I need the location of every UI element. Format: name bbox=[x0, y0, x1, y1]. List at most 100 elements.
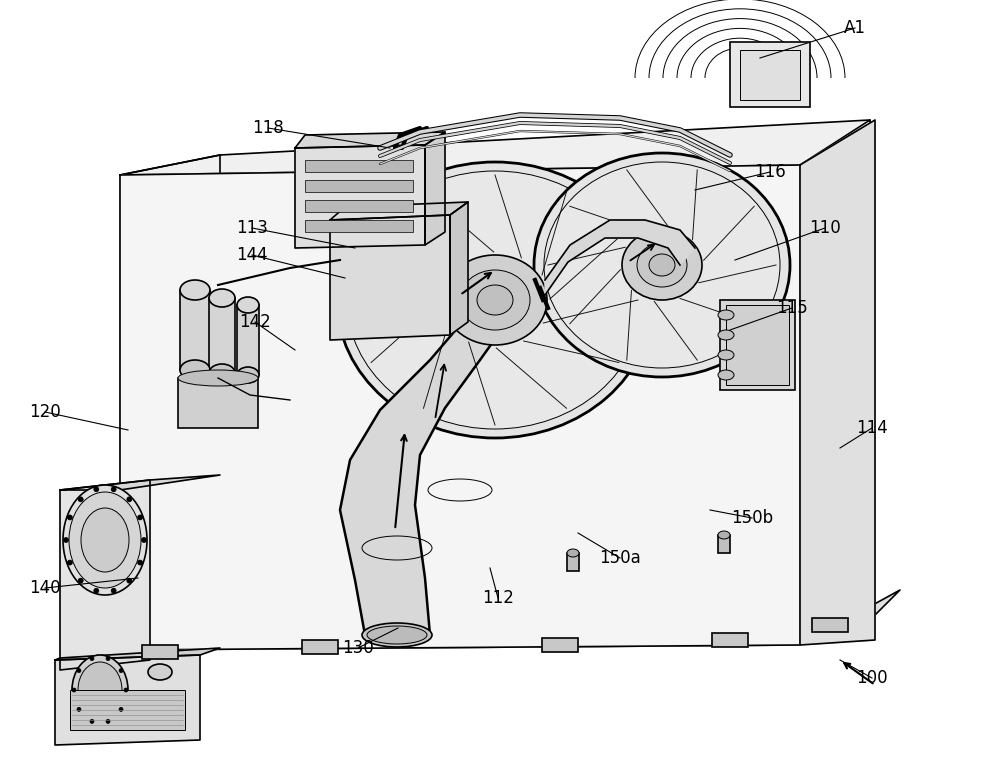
Text: A1: A1 bbox=[844, 19, 866, 37]
Polygon shape bbox=[55, 648, 220, 660]
Ellipse shape bbox=[460, 270, 530, 330]
Ellipse shape bbox=[81, 508, 129, 572]
Circle shape bbox=[138, 560, 143, 565]
Ellipse shape bbox=[180, 360, 210, 380]
Polygon shape bbox=[800, 120, 875, 645]
Circle shape bbox=[64, 537, 68, 543]
Polygon shape bbox=[800, 120, 870, 645]
Circle shape bbox=[77, 668, 81, 672]
Circle shape bbox=[90, 719, 94, 723]
Bar bbox=[305, 180, 413, 192]
Circle shape bbox=[67, 560, 72, 565]
Polygon shape bbox=[295, 145, 425, 248]
Ellipse shape bbox=[72, 655, 128, 725]
Text: 130: 130 bbox=[342, 639, 374, 657]
Ellipse shape bbox=[544, 162, 780, 368]
Bar bbox=[542, 638, 578, 652]
Ellipse shape bbox=[534, 153, 790, 377]
Ellipse shape bbox=[347, 171, 643, 429]
Circle shape bbox=[111, 588, 116, 593]
Ellipse shape bbox=[178, 370, 258, 386]
Ellipse shape bbox=[622, 230, 702, 300]
Ellipse shape bbox=[209, 364, 235, 382]
Text: 144: 144 bbox=[236, 246, 268, 264]
Ellipse shape bbox=[718, 350, 734, 360]
Text: 140: 140 bbox=[29, 579, 61, 597]
Ellipse shape bbox=[180, 280, 210, 300]
Text: 142: 142 bbox=[239, 313, 271, 331]
Polygon shape bbox=[120, 165, 800, 650]
Text: 112: 112 bbox=[482, 589, 514, 607]
Polygon shape bbox=[330, 202, 468, 220]
Bar bbox=[730, 42, 810, 107]
Bar bbox=[305, 160, 413, 172]
Ellipse shape bbox=[63, 485, 147, 595]
Polygon shape bbox=[295, 132, 445, 148]
Polygon shape bbox=[330, 215, 450, 340]
Polygon shape bbox=[90, 590, 900, 685]
Text: 150a: 150a bbox=[599, 549, 641, 567]
Text: 115: 115 bbox=[776, 299, 808, 317]
Ellipse shape bbox=[148, 664, 172, 680]
Polygon shape bbox=[120, 120, 870, 175]
Text: 150b: 150b bbox=[731, 509, 773, 527]
Ellipse shape bbox=[718, 531, 730, 539]
Circle shape bbox=[111, 487, 116, 492]
Ellipse shape bbox=[237, 367, 259, 383]
Text: 100: 100 bbox=[856, 669, 888, 687]
Polygon shape bbox=[425, 132, 445, 245]
Ellipse shape bbox=[637, 243, 687, 287]
Ellipse shape bbox=[718, 310, 734, 320]
Circle shape bbox=[67, 515, 72, 520]
Ellipse shape bbox=[443, 255, 547, 345]
Text: 113: 113 bbox=[236, 219, 268, 237]
Ellipse shape bbox=[718, 370, 734, 380]
Bar bbox=[302, 640, 338, 654]
Circle shape bbox=[119, 708, 123, 712]
Circle shape bbox=[138, 515, 143, 520]
Polygon shape bbox=[60, 480, 150, 670]
Ellipse shape bbox=[567, 549, 579, 557]
Text: 120: 120 bbox=[29, 403, 61, 421]
Bar bbox=[712, 633, 748, 647]
Bar bbox=[567, 553, 579, 571]
Text: 118: 118 bbox=[252, 119, 284, 137]
Bar bbox=[178, 378, 258, 428]
Circle shape bbox=[119, 668, 123, 672]
Circle shape bbox=[72, 688, 76, 692]
Circle shape bbox=[127, 578, 132, 583]
Bar bbox=[720, 300, 795, 390]
Circle shape bbox=[106, 719, 110, 723]
Bar bbox=[70, 690, 185, 730]
Bar bbox=[142, 645, 178, 659]
Text: 114: 114 bbox=[856, 419, 888, 437]
Polygon shape bbox=[120, 155, 220, 650]
Circle shape bbox=[142, 537, 146, 543]
Text: 110: 110 bbox=[809, 219, 841, 237]
Circle shape bbox=[77, 708, 81, 712]
Circle shape bbox=[90, 657, 94, 661]
Circle shape bbox=[78, 497, 83, 502]
Bar bbox=[305, 220, 413, 232]
Ellipse shape bbox=[209, 289, 235, 307]
Ellipse shape bbox=[237, 297, 259, 313]
Polygon shape bbox=[450, 202, 468, 335]
Ellipse shape bbox=[718, 330, 734, 340]
Circle shape bbox=[127, 497, 132, 502]
Polygon shape bbox=[55, 655, 200, 745]
Polygon shape bbox=[340, 325, 505, 635]
Text: 116: 116 bbox=[754, 163, 786, 181]
Bar bbox=[726, 305, 789, 385]
Ellipse shape bbox=[649, 254, 675, 276]
Circle shape bbox=[78, 578, 83, 583]
Bar bbox=[305, 200, 413, 212]
Polygon shape bbox=[60, 475, 220, 490]
Circle shape bbox=[106, 657, 110, 661]
Circle shape bbox=[94, 588, 99, 593]
Bar bbox=[209, 298, 235, 373]
Polygon shape bbox=[545, 220, 695, 295]
Ellipse shape bbox=[362, 623, 432, 647]
Ellipse shape bbox=[78, 662, 122, 718]
Ellipse shape bbox=[367, 626, 427, 644]
Bar bbox=[180, 290, 210, 370]
